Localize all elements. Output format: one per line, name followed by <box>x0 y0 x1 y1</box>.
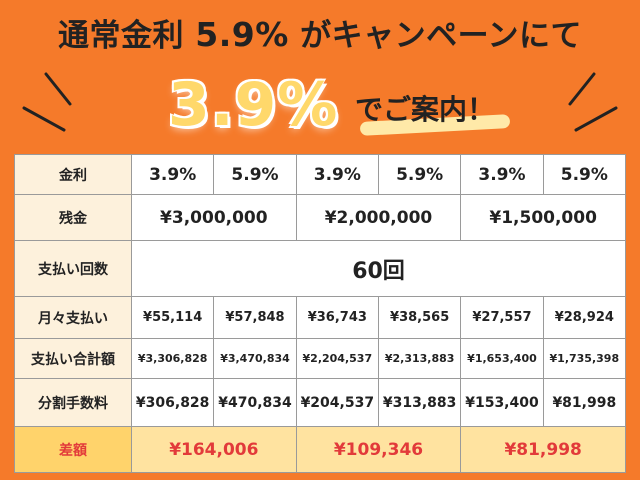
table-row-diff: 差額 ¥164,006 ¥109,346 ¥81,998 <box>14 426 626 473</box>
total-cell: ¥1,735,398 <box>542 338 627 379</box>
total-cell: ¥2,313,883 <box>377 338 462 379</box>
total-cell: ¥2,204,537 <box>295 338 379 379</box>
row-label-balance: 残金 <box>14 194 132 241</box>
sparkle-lines-right-icon <box>568 72 618 132</box>
table-row-count: 支払い回数 60回 <box>14 240 626 297</box>
rate-cell: 3.9% <box>295 154 379 195</box>
normal-rate: 5.9% <box>195 15 289 54</box>
balance-cell: ¥3,000,000 <box>131 194 297 241</box>
row-label-monthly: 月々支払い <box>14 296 132 339</box>
diff-cell: ¥81,998 <box>460 426 626 473</box>
monthly-cell: ¥38,565 <box>377 296 462 339</box>
fee-cell: ¥470,834 <box>213 378 297 427</box>
fee-cell: ¥81,998 <box>542 378 627 427</box>
total-cell: ¥1,653,400 <box>460 338 544 379</box>
row-label-count: 支払い回数 <box>14 240 132 297</box>
rate-cell: 5.9% <box>542 154 627 195</box>
fee-cell: ¥204,537 <box>295 378 379 427</box>
rate-cell: 3.9% <box>130 154 215 195</box>
subline: でご案内！ <box>355 93 496 126</box>
table-row-monthly: 月々支払い ¥55,114 ¥57,848 ¥36,743 ¥38,565 ¥2… <box>14 296 627 339</box>
headline: 通常金利 5.9% がキャンペーンにて <box>0 10 640 55</box>
monthly-cell: ¥36,743 <box>295 296 379 339</box>
monthly-cell: ¥55,114 <box>130 296 215 339</box>
campaign-rate: 3.9% <box>168 70 339 140</box>
monthly-cell: ¥27,557 <box>460 296 544 339</box>
row-label-total: 支払い合計額 <box>14 338 132 379</box>
balance-cell: ¥2,000,000 <box>295 194 462 241</box>
balance-cell: ¥1,500,000 <box>460 194 626 241</box>
headline-prefix: 通常金利 <box>57 18 196 54</box>
fee-cell: ¥313,883 <box>377 378 462 427</box>
total-cell: ¥3,306,828 <box>130 338 215 379</box>
fee-cell: ¥153,400 <box>460 378 544 427</box>
diff-cell: ¥164,006 <box>131 426 297 473</box>
comparison-table: 金利 3.9% 5.9% 3.9% 5.9% 3.9% 5.9% 残金 ¥3,0… <box>14 154 627 473</box>
rate-cell: 5.9% <box>213 154 297 195</box>
rate-cell: 5.9% <box>377 154 462 195</box>
rate-cell: 3.9% <box>460 154 544 195</box>
fee-cell: ¥306,828 <box>130 378 215 427</box>
row-label-rate: 金利 <box>14 154 132 195</box>
table-row-balance: 残金 ¥3,000,000 ¥2,000,000 ¥1,500,000 <box>14 194 626 241</box>
monthly-cell: ¥28,924 <box>542 296 627 339</box>
monthly-cell: ¥57,848 <box>213 296 297 339</box>
row-label-fee: 分割手数料 <box>14 378 132 427</box>
count-cell: 60回 <box>131 240 626 297</box>
headline-suffix: がキャンペーンにて <box>288 18 583 54</box>
table-row-total: 支払い合計額 ¥3,306,828 ¥3,470,834 ¥2,204,537 … <box>14 338 627 379</box>
table-row-fee: 分割手数料 ¥306,828 ¥470,834 ¥204,537 ¥313,88… <box>14 378 627 427</box>
diff-cell: ¥109,346 <box>295 426 462 473</box>
total-cell: ¥3,470,834 <box>213 338 297 379</box>
sparkle-lines-left-icon <box>22 72 72 132</box>
row-label-diff: 差額 <box>14 426 132 473</box>
table-row-rate: 金利 3.9% 5.9% 3.9% 5.9% 3.9% 5.9% <box>14 154 627 195</box>
